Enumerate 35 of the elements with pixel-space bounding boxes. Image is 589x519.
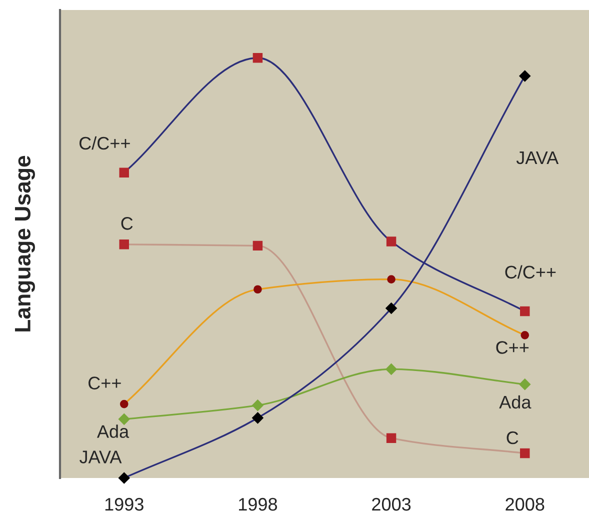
point (386, 364, 397, 375)
point (386, 236, 396, 246)
point (119, 240, 129, 250)
point (519, 378, 530, 390)
series-label: C (506, 431, 518, 444)
x-tick-label: 1998 (239, 498, 278, 511)
series-label: JAVA (80, 450, 122, 464)
text: Ada (499, 395, 532, 409)
point (386, 433, 396, 443)
point (519, 70, 530, 82)
series-label: Ada (96, 424, 130, 438)
x-tick-label: 1993 (105, 498, 144, 511)
point (252, 53, 263, 63)
point (520, 306, 530, 316)
point (118, 414, 130, 425)
x-tick-label: 2008 (506, 498, 544, 511)
series-label: C++ (496, 341, 529, 354)
point (252, 240, 263, 251)
point (120, 400, 128, 408)
text: C++ (88, 376, 121, 390)
series-label: C/C++ (80, 136, 130, 150)
y-axis-title: Language Usage (15, 156, 35, 332)
point (252, 400, 264, 411)
text: C/C++ (505, 265, 556, 279)
point (387, 275, 396, 284)
point (386, 302, 397, 314)
point (119, 168, 129, 178)
point (520, 330, 530, 340)
text: C (121, 217, 133, 230)
text: JAVA (516, 152, 559, 164)
point (520, 448, 530, 458)
point (118, 472, 130, 484)
point (252, 412, 264, 424)
x-tick-label: 2003 (372, 498, 411, 511)
point (254, 285, 262, 294)
